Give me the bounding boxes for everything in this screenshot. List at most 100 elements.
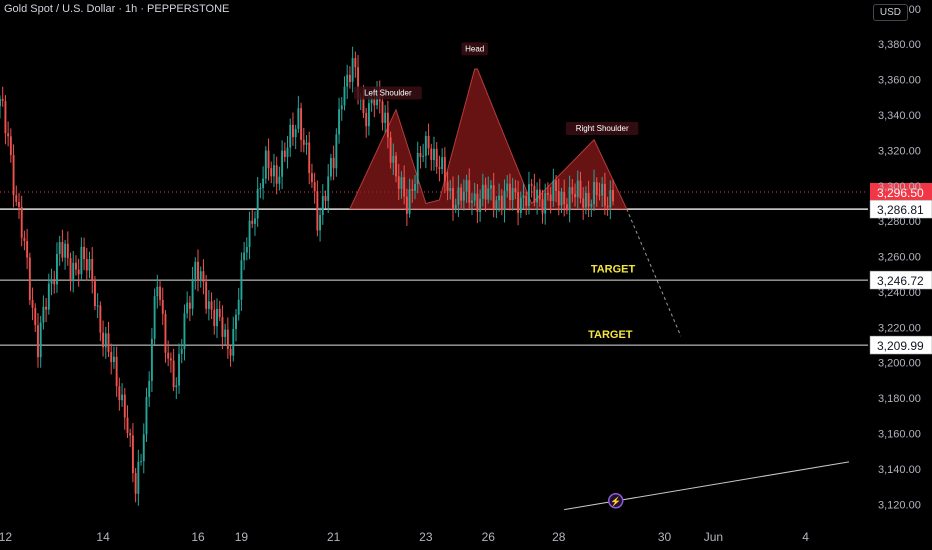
candle-body xyxy=(275,165,278,184)
price-axis[interactable]: 3,400.003,380.003,360.003,340.003,320.00… xyxy=(878,4,921,511)
price-badge-label: 3,209.99 xyxy=(877,339,924,353)
annotations: Left Shoulder Head Right Shoulder TARGET TAR… xyxy=(353,42,639,341)
candle-body xyxy=(519,197,522,213)
candle-body xyxy=(18,201,20,207)
candle-body xyxy=(69,258,72,282)
candle-body xyxy=(148,380,151,397)
candle-body xyxy=(270,168,273,177)
candle-body xyxy=(568,187,571,211)
candle-body xyxy=(75,262,77,270)
candle-body xyxy=(283,150,286,157)
candle-body xyxy=(39,322,42,358)
candle-body xyxy=(4,100,7,134)
time-axis[interactable]: 12 14 16 19 21 23 26 28 30 Jun 4 xyxy=(0,530,809,544)
candle-body xyxy=(416,152,419,184)
candle-body xyxy=(538,189,541,200)
y-tick-label: 3,180.00 xyxy=(878,393,921,405)
y-tick-label: 3,160.00 xyxy=(878,429,921,441)
x-tick-label: 4 xyxy=(802,530,809,544)
candle-body xyxy=(479,198,482,212)
candle-body xyxy=(411,189,414,191)
candle-body xyxy=(565,204,568,211)
candle-body xyxy=(167,352,170,359)
candle-body xyxy=(37,325,39,358)
projection-line[interactable] xyxy=(626,208,682,337)
candle-body xyxy=(511,188,514,201)
x-tick-label: Jun xyxy=(704,530,723,544)
candle-body xyxy=(12,155,15,196)
candle-body xyxy=(395,155,397,177)
candle-body xyxy=(405,196,408,214)
candle-body xyxy=(435,148,438,167)
candle-body xyxy=(102,332,105,348)
candle-body xyxy=(433,148,435,161)
candle-body xyxy=(159,286,161,300)
candle-body xyxy=(381,101,384,123)
candle-body xyxy=(373,98,376,106)
candle-body xyxy=(595,182,598,195)
candle-body xyxy=(310,173,313,183)
candle-body xyxy=(93,281,96,307)
candle-body xyxy=(546,193,549,195)
price-levels: 3,296.50 3,286.81 3,246.72 3,209.99 xyxy=(0,182,932,355)
candle-body xyxy=(563,191,566,205)
candle-body xyxy=(560,191,563,206)
candle-body xyxy=(297,108,300,129)
candle-body xyxy=(587,192,590,207)
pattern-label: Left Shoulder xyxy=(364,89,412,98)
candle-body xyxy=(351,58,354,82)
drawn-lines: ⚡ xyxy=(564,208,850,511)
candle-body xyxy=(245,246,248,253)
candle-body xyxy=(514,188,517,193)
candle-body xyxy=(91,258,94,282)
candle-body xyxy=(400,177,403,189)
y-tick-label: 3,200.00 xyxy=(878,358,921,370)
candle-body xyxy=(473,193,476,201)
candle-body xyxy=(294,128,297,138)
candle-body xyxy=(574,193,576,198)
candle-body xyxy=(498,195,501,201)
candle-body xyxy=(180,348,183,354)
candle-body xyxy=(194,261,197,280)
candle-body xyxy=(140,461,142,463)
candle-body xyxy=(292,124,294,138)
candle-body xyxy=(1,99,4,101)
lightning-icon: ⚡ xyxy=(610,495,621,507)
candle-body xyxy=(552,180,555,202)
candle-body xyxy=(224,329,227,337)
x-tick-label: 16 xyxy=(191,530,205,544)
candle-body xyxy=(47,283,50,310)
candle-body xyxy=(324,195,327,201)
candle-body xyxy=(197,261,199,281)
candle-body xyxy=(462,191,465,201)
candle-body xyxy=(465,180,468,192)
candle-body xyxy=(183,313,186,349)
candle-body xyxy=(509,183,511,201)
candle-body xyxy=(584,192,587,208)
candle-body xyxy=(517,192,520,213)
candle-body xyxy=(213,309,216,327)
candle-body xyxy=(419,152,422,157)
candle-body xyxy=(606,205,609,208)
candle-body xyxy=(262,178,265,189)
candle-body xyxy=(88,258,91,271)
candle-body xyxy=(487,188,490,200)
candle-body xyxy=(161,299,164,314)
candle-body xyxy=(348,74,351,82)
candle-body xyxy=(541,199,544,214)
currency-button[interactable]: USD xyxy=(872,4,908,21)
event-marker-icon[interactable] xyxy=(607,493,624,509)
y-tick-label: 3,280.00 xyxy=(878,216,921,228)
candle-body xyxy=(7,133,10,137)
candle-body xyxy=(471,200,473,203)
pattern-area[interactable] xyxy=(349,68,628,210)
candle-body xyxy=(316,191,319,231)
y-tick-label: 3,360.00 xyxy=(878,75,921,87)
candle-body xyxy=(34,307,37,326)
candle-body xyxy=(484,184,487,200)
candle-body xyxy=(121,394,124,401)
candle-body xyxy=(58,242,61,254)
candle-body xyxy=(216,308,218,327)
candle-body xyxy=(150,338,153,381)
